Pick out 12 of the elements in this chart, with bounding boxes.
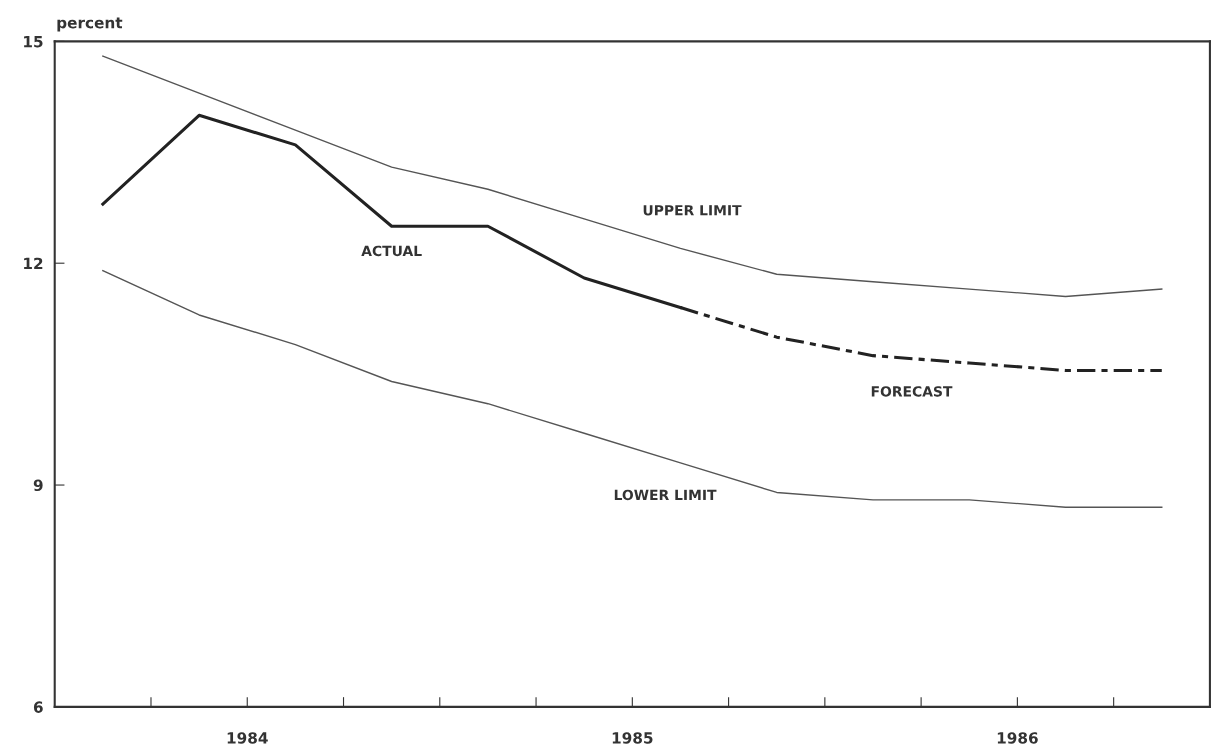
y-tick-label: 12 [24, 257, 43, 269]
x-tick-label: 1985 [612, 732, 653, 744]
y-tick-label: 6 [33, 701, 43, 713]
x-tick-label: 1986 [997, 732, 1038, 744]
series-label: LOWER LIMIT [614, 489, 717, 501]
y-tick-label: 9 [33, 479, 43, 492]
x-tick-label: 1984 [227, 732, 268, 744]
series-label: ACTUAL [361, 245, 422, 257]
series-label: FORECAST [871, 386, 953, 397]
series-label: UPPER LIMIT [643, 205, 742, 216]
y-axis-title: percent [57, 17, 123, 32]
y-tick-label: 15 [24, 36, 43, 48]
